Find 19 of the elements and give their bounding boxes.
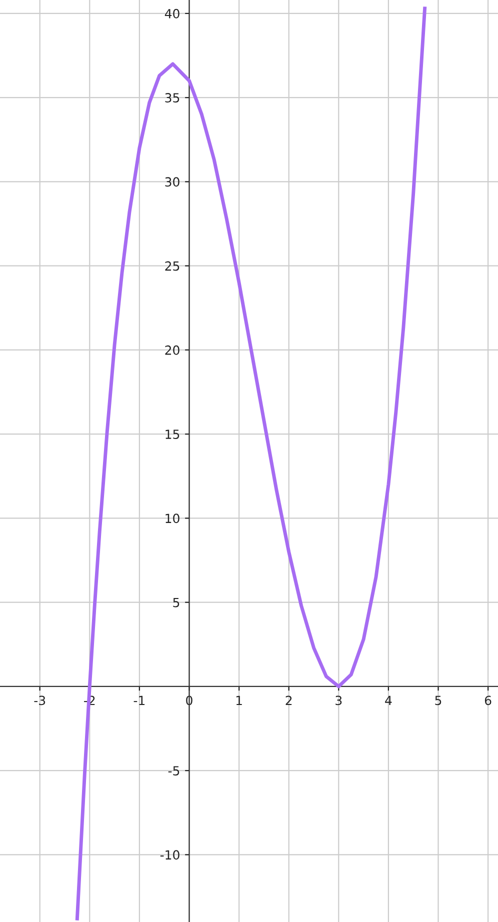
x-tick-label: 2 (286, 696, 292, 705)
y-tick-label: -5 (168, 766, 180, 776)
y-tick-label: 25 (165, 261, 180, 271)
y-tick-label: 20 (165, 345, 180, 355)
x-tick-label: 4 (385, 696, 392, 705)
line-series (75, 6, 427, 920)
x-tick-label: 1 (236, 696, 242, 705)
y-tick-label: 40 (164, 8, 180, 18)
y-tick-label: 30 (165, 177, 180, 187)
y-tick-label: 5 (173, 598, 180, 608)
y-tick-label: 10 (166, 514, 180, 524)
x-tick-label: -1 (134, 696, 145, 705)
y-tick-label: 15 (166, 430, 180, 440)
x-tick-label: 6 (484, 696, 492, 706)
y-tick-label: 35 (165, 93, 180, 103)
x-tick-label: -3 (34, 696, 46, 706)
x-tick-label: 5 (435, 696, 442, 706)
x-tick-label: 3 (336, 696, 342, 706)
y-tick-label: -10 (160, 850, 180, 860)
